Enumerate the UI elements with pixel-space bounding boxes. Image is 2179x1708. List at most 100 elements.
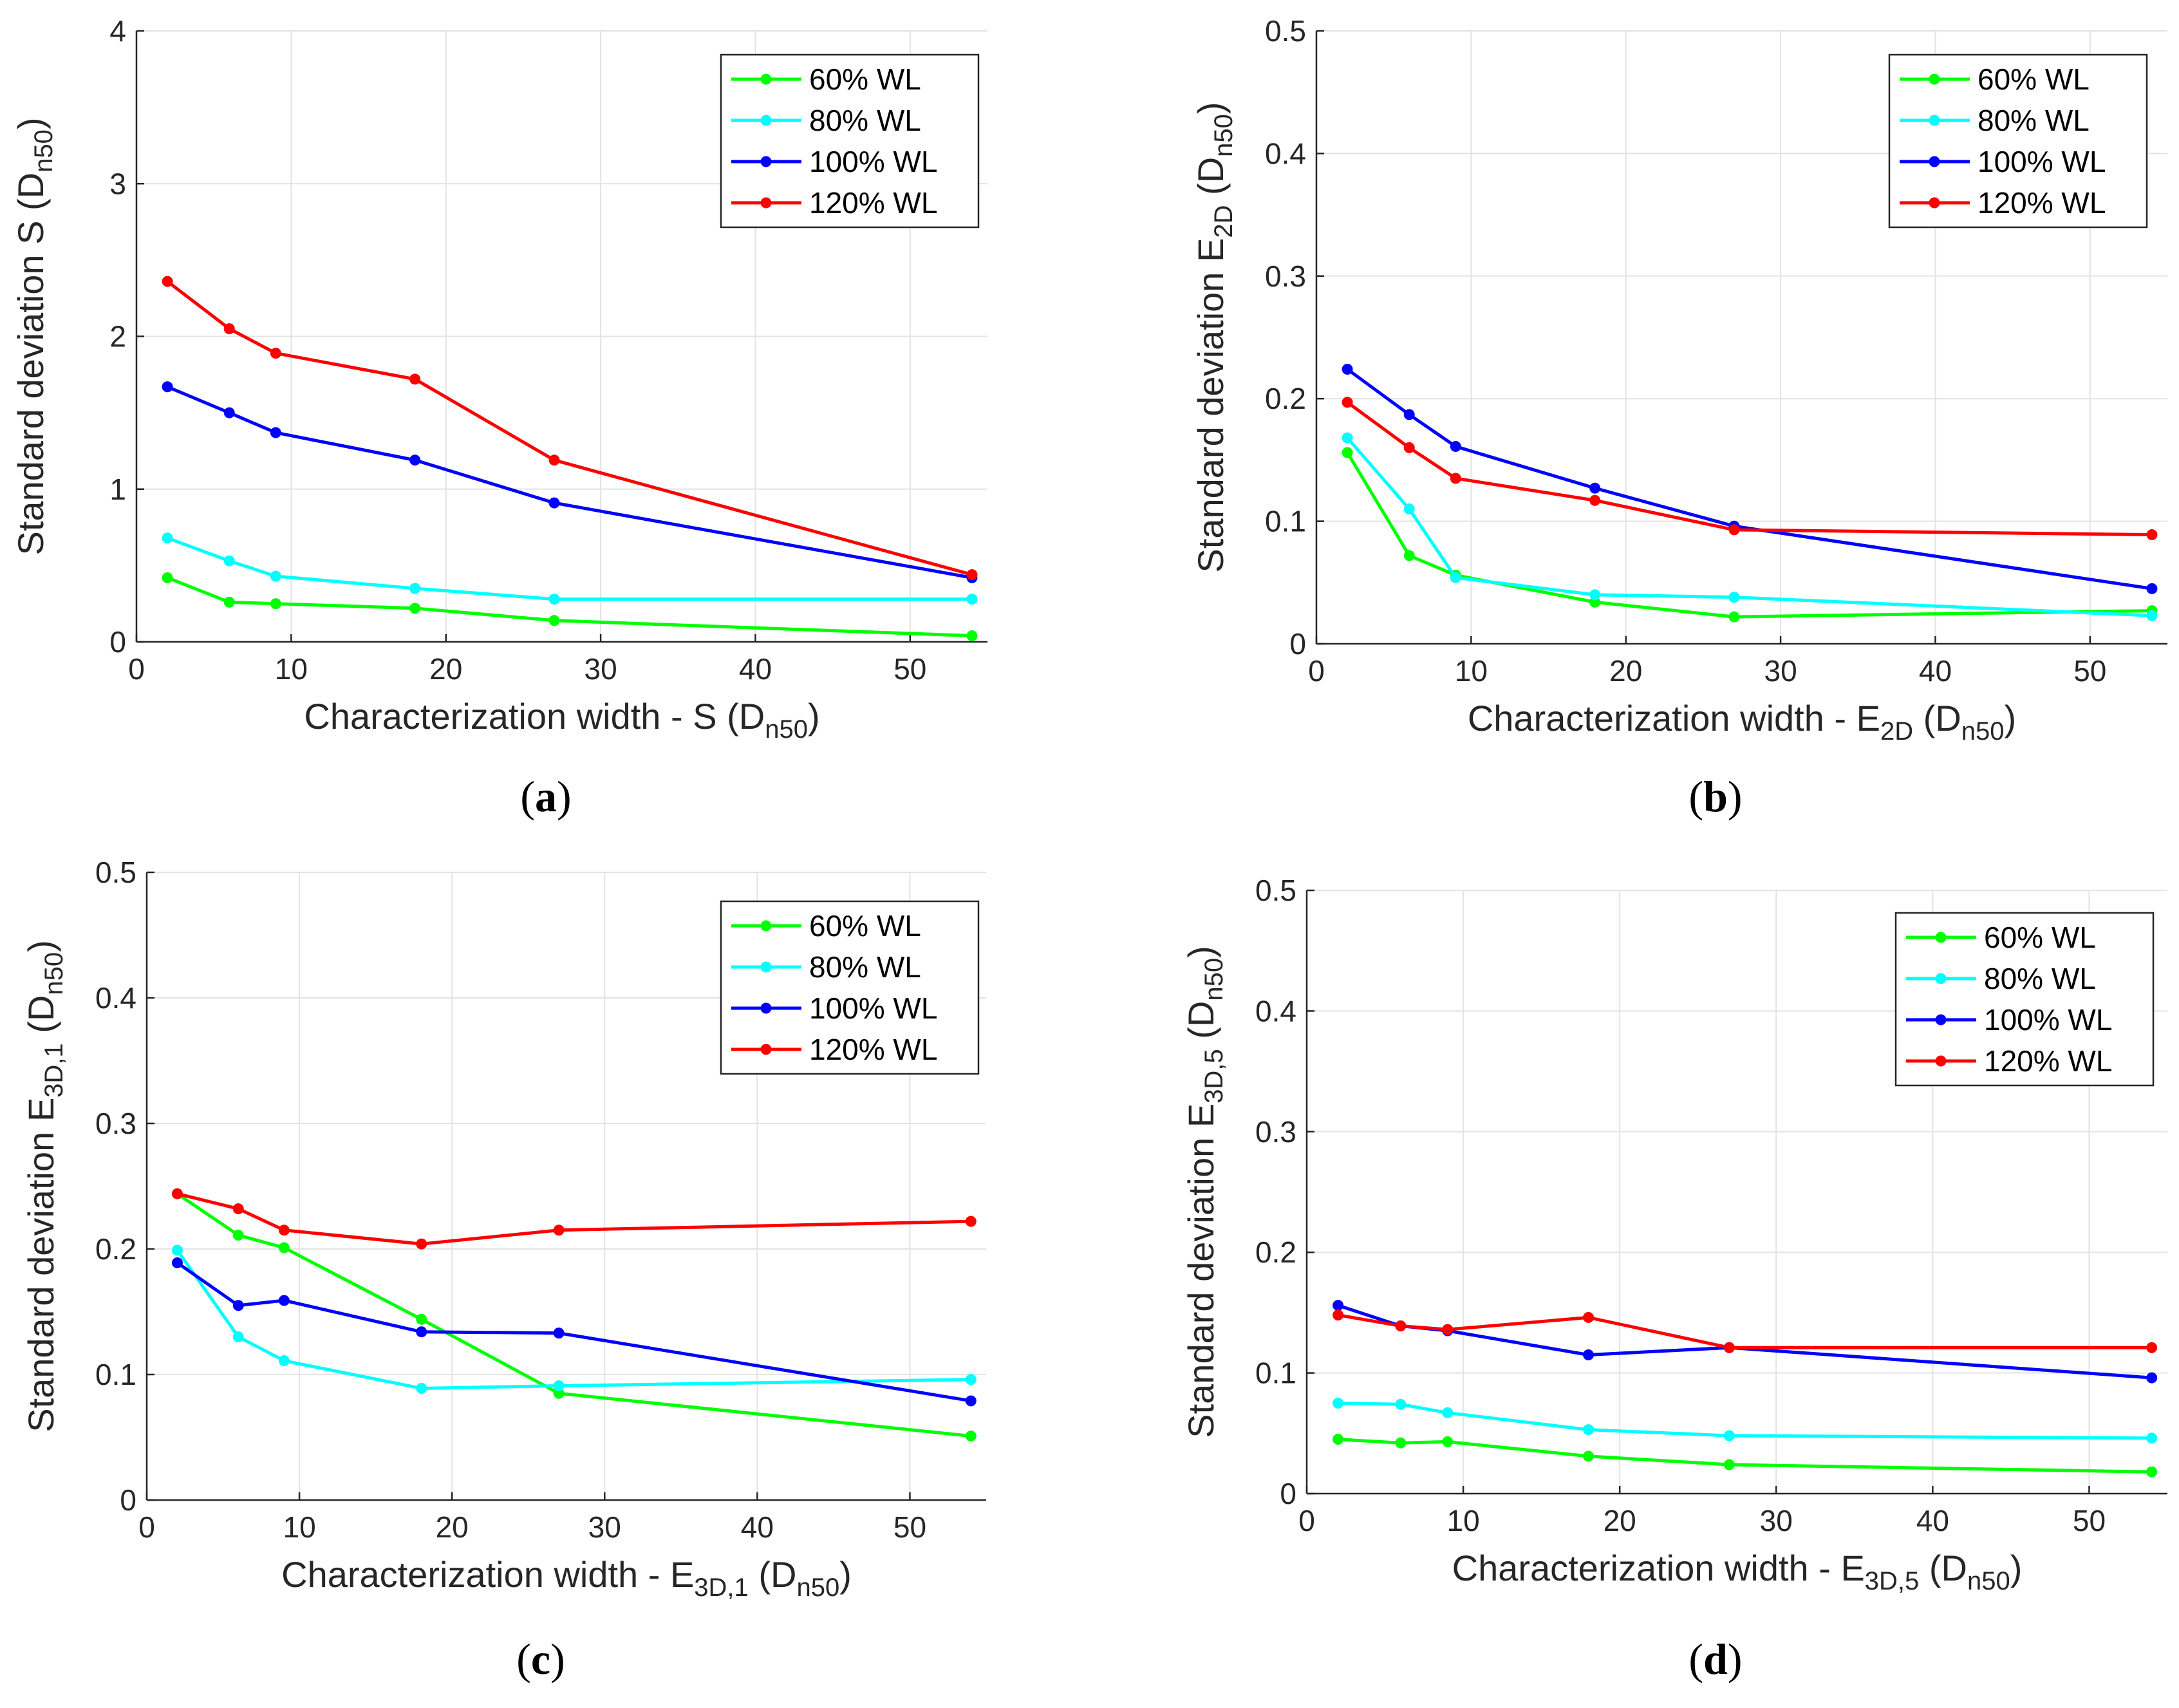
- series-line: [167, 536, 972, 601]
- data-point: [1403, 503, 1415, 515]
- x-tick-label: 20: [436, 1510, 469, 1544]
- data-point: [409, 603, 421, 614]
- data-point: [2146, 1372, 2158, 1384]
- data-point: [232, 1331, 244, 1342]
- data-point: [553, 1225, 565, 1236]
- data-point: [1442, 1436, 1454, 1447]
- data-point: [1442, 1407, 1454, 1418]
- data-point: [232, 1203, 244, 1215]
- x-axis-label-post: ): [808, 696, 820, 737]
- y-tick-label: 0: [1289, 627, 1306, 661]
- y-axis-label-post: ): [10, 118, 51, 130]
- x-axis-label-post: (D: [1919, 1548, 1967, 1588]
- data-point: [1403, 409, 1415, 420]
- data-point: [278, 1355, 290, 1367]
- data-point: [553, 1387, 565, 1399]
- x-axis-label-post-2: ): [2005, 698, 2017, 738]
- x-axis-label-main: Characterization width - E: [1468, 698, 1880, 738]
- data-point: [1583, 1450, 1595, 1462]
- panel-caption: (b): [1688, 772, 1742, 821]
- panel-caption: (a): [520, 772, 571, 821]
- y-tick-label: 0: [120, 1483, 136, 1517]
- data-point: [1342, 432, 1353, 444]
- legend-swatch-marker: [1935, 932, 1947, 943]
- legend-label: 120% WL: [1984, 1044, 2112, 1078]
- data-point: [965, 1215, 977, 1227]
- data-point: [223, 596, 235, 608]
- legend-label: 80% WL: [1978, 104, 2090, 137]
- data-point: [966, 630, 978, 642]
- data-point: [278, 1295, 290, 1306]
- y-tick-label: 0.4: [1255, 994, 1296, 1028]
- legend-swatch-marker: [1929, 156, 1940, 167]
- panel-caption-letter: a: [535, 772, 557, 821]
- legend-swatch-marker: [760, 197, 772, 209]
- data-point: [409, 583, 421, 594]
- y-tick-label: 0.5: [1265, 14, 1306, 48]
- x-tick-label: 0: [138, 1510, 155, 1544]
- x-axis-label-main: Characterization width - E: [281, 1554, 694, 1595]
- x-tick-label: 50: [893, 1510, 926, 1544]
- legend-swatch-marker: [760, 115, 772, 126]
- series-line: [1346, 368, 2153, 590]
- data-point: [1723, 1430, 1735, 1441]
- x-axis-label-main: Characterization width - S (D: [304, 696, 765, 737]
- x-axis-label-main: Characterization width - E: [1452, 1548, 1865, 1588]
- x-axis-label-subscript: n50: [765, 715, 808, 744]
- panel-caption: (c): [516, 1635, 565, 1684]
- y-axis-label-post: (D: [1181, 1001, 1221, 1049]
- y-tick-label: 4: [109, 14, 126, 48]
- data-point: [1403, 442, 1415, 453]
- x-axis-label: Characterization width - E3D,1 (Dn50): [281, 1554, 852, 1602]
- x-axis-label-subscript-2: n50: [796, 1573, 839, 1602]
- series-line: [166, 280, 973, 577]
- data-point: [223, 555, 235, 567]
- series-line: [1338, 1401, 2152, 1440]
- x-tick-label: 20: [1609, 654, 1642, 688]
- y-tick-label: 0.4: [95, 981, 136, 1015]
- data-point: [548, 594, 560, 605]
- data-point: [416, 1326, 427, 1338]
- data-point: [1728, 592, 1740, 603]
- x-axis-label: Characterization width - E3D,5 (Dn50): [1452, 1548, 2023, 1595]
- legend: 60% WL 80% WL 100% WL 120% WL: [720, 53, 980, 229]
- x-tick-label: 40: [1916, 1504, 1949, 1537]
- x-axis-label-subscript-2: n50: [1961, 717, 2005, 746]
- data-point: [1333, 1397, 1344, 1409]
- data-point: [278, 1242, 290, 1253]
- chart-1: 0 10 20 30 40 50 0 1 2 3 4 Characterization width -…: [10, 14, 987, 821]
- y-axis-label-subscript: 3D,5: [1200, 1049, 1228, 1103]
- data-point: [1395, 1398, 1407, 1410]
- legend: 60% WL 80% WL 100% WL 120% WL: [1888, 53, 2148, 229]
- series-line: [1345, 451, 2153, 619]
- x-tick-label: 50: [893, 652, 926, 686]
- legend-swatch-marker: [1935, 1055, 1947, 1067]
- x-tick-label: 0: [1308, 654, 1325, 688]
- y-tick-label: 0.2: [1265, 382, 1306, 415]
- legend-label: 100% WL: [809, 145, 937, 178]
- y-tick-label: 0.3: [95, 1107, 136, 1140]
- data-point: [223, 323, 235, 335]
- series-line: [1346, 436, 2153, 617]
- x-axis-label-post-2: ): [839, 1554, 852, 1595]
- legend-label: 80% WL: [809, 950, 921, 984]
- data-point: [548, 455, 560, 466]
- x-tick-label: 10: [275, 652, 308, 686]
- data-point: [223, 407, 235, 418]
- data-point: [171, 1188, 183, 1199]
- chart-2: 0 10 20 30 40 50 0 0.1 0.2 0.3 0.4 0.5 Characterizat…: [1190, 14, 2167, 821]
- data-point: [965, 1431, 977, 1442]
- data-point: [232, 1300, 244, 1311]
- y-tick-label: 1: [109, 473, 126, 506]
- x-axis-label-post: (D: [749, 1554, 797, 1595]
- data-point: [965, 1374, 977, 1385]
- legend-label: 80% WL: [1984, 962, 2096, 995]
- x-tick-label: 40: [741, 1510, 774, 1544]
- legend-swatch-marker: [760, 156, 772, 167]
- series-line: [176, 1192, 971, 1246]
- legend-label: 120% WL: [809, 186, 937, 220]
- data-point: [171, 1257, 183, 1268]
- legend-swatch-marker: [760, 1002, 772, 1014]
- legend-label: 60% WL: [1978, 62, 2090, 96]
- legend-label: 120% WL: [1978, 186, 2106, 220]
